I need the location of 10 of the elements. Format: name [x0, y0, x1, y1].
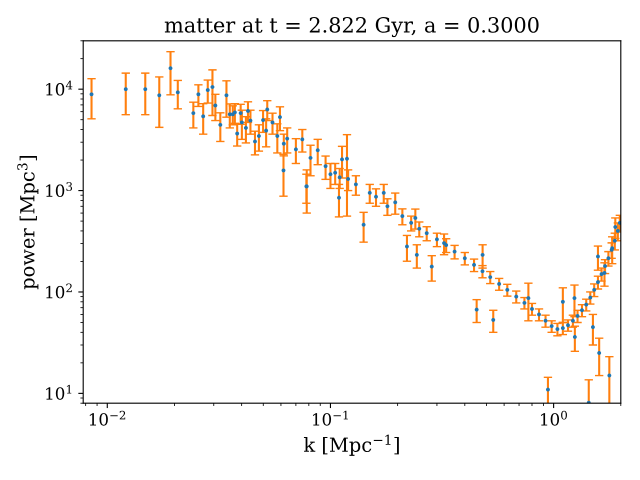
x-axis-title: k [Mpc$^{−1}$]	[304, 434, 399, 456]
y-tick-label: 10$^{3}$	[46, 182, 72, 198]
x-tick-label: 10$^{−2}$	[90, 410, 126, 426]
y-tick-label: 10$^{4}$	[46, 80, 72, 96]
x-tick-label: 10$^{−1}$	[312, 410, 348, 426]
y-axis-title: power [Mpc$^{3}$]	[17, 156, 38, 290]
y-tick-label: 10$^{1}$	[46, 384, 72, 400]
y-tick-label: 10$^{2}$	[46, 283, 72, 298]
chart-title: matter at t = 2.822 Gyr, a = 0.3000	[164, 17, 539, 38]
x-tick-label: 10$^{0}$	[540, 410, 567, 426]
